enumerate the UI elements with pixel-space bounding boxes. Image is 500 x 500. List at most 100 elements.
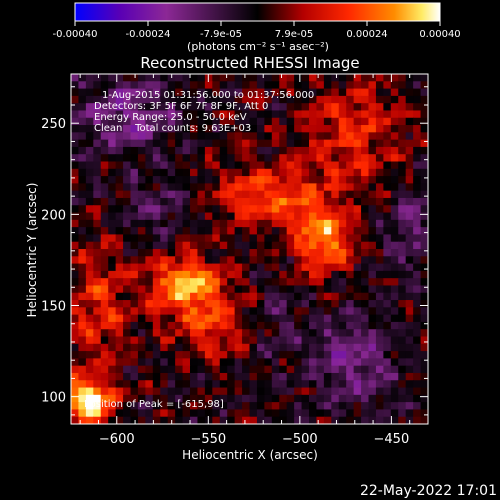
heatmap-cell [100,394,109,403]
heatmap-cell [368,183,377,192]
heatmap-cell [383,387,392,396]
heatmap-cell [152,416,161,424]
heatmap-cell [160,81,169,90]
heatmap-cell [331,343,340,352]
heatmap-cell [353,402,362,411]
heatmap-cell [137,81,146,90]
heatmap-cell [294,307,303,316]
heatmap-cell [271,307,280,316]
heatmap-cell [108,416,117,424]
heatmap-cell [234,394,243,403]
heatmap-cell [175,168,184,177]
heatmap-cell [197,343,206,352]
heatmap-cell [123,212,132,221]
heatmap-cell [383,365,392,374]
annotations: 1-Aug-2015 01:31:56.000 to 01:37:56.000 … [84,90,314,410]
heatmap-cell [361,329,370,338]
heatmap-cell [413,336,422,345]
heatmap-cell [383,270,392,279]
heatmap-cell [301,278,310,287]
heatmap-cell [115,117,124,126]
heatmap-cell [115,183,124,192]
heatmap-cell [234,183,243,192]
heatmap-cell [190,168,199,177]
heatmap-cell [346,263,355,272]
heatmap-cell [383,263,392,272]
heatmap-cell [71,219,80,228]
heatmap-cell [78,314,87,323]
heatmap-cell [145,409,154,418]
heatmap-cell [309,285,318,294]
heatmap-cell [256,394,265,403]
heatmap-cell [383,183,392,192]
heatmap-cell [85,81,94,90]
heatmap-cell [390,278,399,287]
heatmap-cell [190,300,199,308]
heatmap-cell [197,372,206,381]
heatmap-cell [100,227,109,236]
heatmap-cell [264,117,273,126]
heatmap-cell [249,372,258,381]
heatmap-cell [85,314,94,323]
heatmap-cell [346,234,355,243]
heatmap-cell [331,307,340,316]
heatmap-cell [219,154,228,163]
heatmap-cell [301,168,310,177]
heatmap-cell [309,88,318,97]
heatmap-cell [323,249,332,257]
heatmap-cell [271,278,280,287]
heatmap-cell [286,241,295,250]
heatmap-cell [71,74,80,82]
heatmap-cell [346,88,355,97]
heatmap-cell [78,300,87,308]
heatmap-cell [390,212,399,221]
heatmap-cell [383,307,392,316]
heatmap-cell [309,409,318,418]
heatmap-cell [390,125,399,133]
heatmap-cell [323,307,332,316]
heatmap-cell [390,343,399,352]
heatmap-cell [160,300,169,308]
heatmap-cell [190,387,199,396]
heatmap-cell [227,307,236,316]
heatmap-cell [256,110,265,119]
heatmap-cell [85,263,94,272]
heatmap-cell [398,343,407,352]
heatmap-cell [338,394,347,403]
heatmap-cell [338,249,347,257]
heatmap-cell [182,117,191,126]
heatmap-cell [383,212,392,221]
heatmap-cell [294,387,303,396]
heatmap-cell [145,117,154,126]
heatmap-cell [286,146,295,155]
heatmap-cell [383,249,392,257]
heatmap-cell [197,278,206,287]
heatmap-cell [71,263,80,272]
heatmap-cell [212,125,221,133]
heatmap-cell [204,314,213,323]
heatmap-cell [130,278,139,287]
heatmap-cell [264,394,273,403]
heatmap-cell [108,234,117,243]
heatmap-cell [108,270,117,279]
heatmap-cell [309,256,318,265]
heatmap-cell [167,387,176,396]
heatmap-cell [100,300,109,308]
heatmap-cell [368,329,377,338]
heatmap-cell [242,336,251,345]
heatmap-cell [219,307,228,316]
heatmap-cell [130,117,139,126]
heatmap-cell [398,416,407,424]
heatmap-cell [227,394,236,403]
heatmap-cell [71,249,80,257]
heatmap-cell [152,314,161,323]
heatmap-cell [130,95,139,104]
heatmap-cell [100,263,109,272]
heatmap-cell [338,343,347,352]
heatmap-cell [316,249,325,257]
x-tick-label: −600 [99,432,135,447]
heatmap-cell [167,351,176,359]
heatmap-cell [301,416,310,424]
heatmap-cell [242,197,251,206]
heatmap-cell [383,88,392,97]
